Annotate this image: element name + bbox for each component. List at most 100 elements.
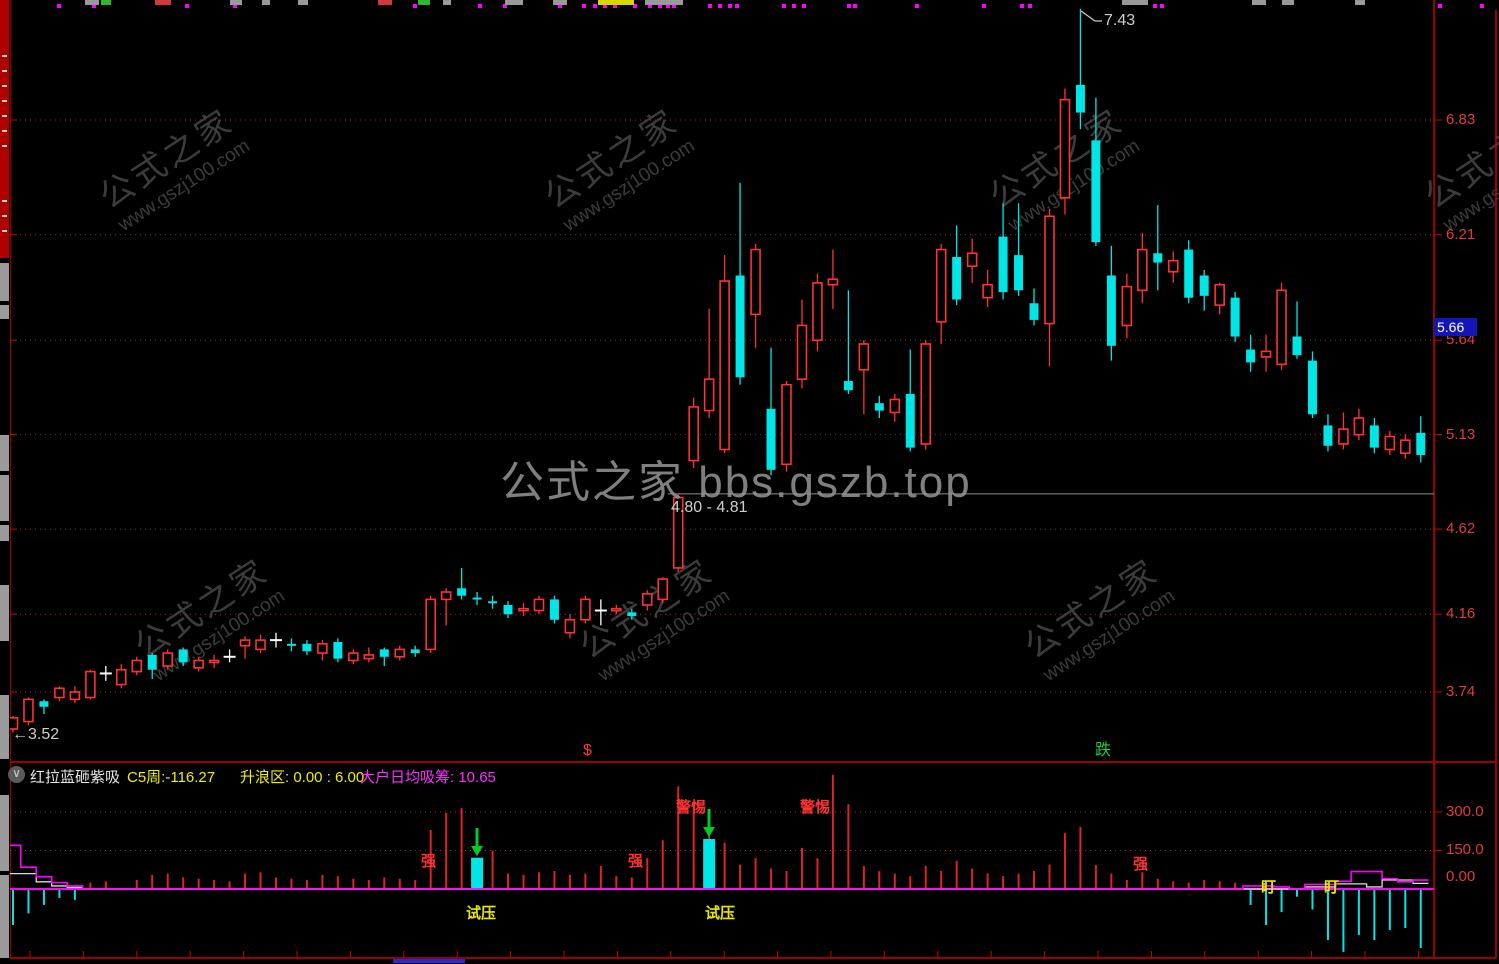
candle-down: [488, 601, 498, 604]
magenta-marker-dot: [1438, 4, 1442, 8]
candle-up: [827, 278, 839, 286]
candle-up: [657, 578, 669, 601]
candle-up: [796, 324, 808, 380]
candle-up: [348, 652, 359, 662]
candle-down: [302, 643, 312, 652]
toolbar-remnant: [0, 0, 1499, 12]
toolbar-text-fragment: [155, 0, 171, 5]
candle-up: [781, 383, 792, 466]
peak-connector-line: [1080, 10, 1096, 22]
candle-up: [1338, 428, 1349, 445]
candle-up: [858, 343, 870, 371]
left-panel-button[interactable]: [0, 435, 9, 471]
toolbar-text-fragment: [1122, 0, 1148, 5]
scrollbar-thumb[interactable]: [393, 959, 465, 963]
indicator-cyan-bar: [703, 838, 716, 889]
candle-down: [178, 649, 188, 663]
candle-up: [363, 654, 375, 660]
left-panel-button[interactable]: [0, 263, 9, 301]
candle-up: [611, 607, 622, 612]
candle-down: [1091, 140, 1101, 243]
candle-up: [208, 659, 220, 664]
indicator-c5-value: C5周:-116.27: [127, 769, 216, 786]
candle-up: [688, 406, 699, 462]
left-panel-button[interactable]: [0, 695, 9, 759]
magenta-marker-dot: [847, 4, 851, 8]
strong-label: 强: [1133, 856, 1149, 873]
alert-label: 警惕: [676, 799, 707, 816]
candle-up: [394, 648, 406, 658]
candle-up: [518, 607, 529, 612]
candle-down: [735, 275, 745, 378]
left-panel-button[interactable]: [0, 875, 9, 958]
magenta-marker-dot: [503, 4, 507, 8]
indicator-absorb-value: 大户日均吸筹: 10.65: [360, 769, 496, 786]
candle-down: [874, 403, 884, 411]
candle-up: [1353, 417, 1365, 436]
indicator-magenta-stepline: [5, 844, 1429, 890]
candle-up: [1044, 215, 1055, 325]
candle-up: [580, 598, 591, 621]
candle-up: [85, 670, 96, 699]
price-axis-label: 6.21: [1446, 225, 1476, 243]
fall-marker: 跌: [1095, 742, 1112, 759]
left-panel-button[interactable]: [0, 475, 9, 521]
candle-up: [719, 280, 730, 451]
magenta-marker-dot: [782, 4, 786, 8]
toolbar-text-fragment: [1282, 0, 1294, 5]
magenta-marker-dot: [1480, 4, 1484, 8]
toolbar-text-fragment: [298, 0, 308, 5]
green-down-arrow-icon: [703, 827, 715, 837]
collapse-chevron-icon[interactable]: ∨: [8, 766, 25, 783]
price-axis-label: 6.83: [1446, 111, 1476, 128]
candle-up: [162, 652, 173, 667]
candle-down: [1106, 275, 1116, 346]
left-panel-glyph: [2, 55, 7, 57]
candle-up: [239, 639, 251, 647]
toolbar-text-fragment: [1252, 0, 1266, 5]
indicator-title-row: 红拉蓝砸紫吸 C5周:-116.27 升浪区: 0.00 : 6.00 大户日均…: [0, 764, 1420, 786]
candle-down: [379, 649, 389, 657]
toolbar-text-fragment: [553, 0, 567, 5]
left-panel-button[interactable]: [0, 585, 9, 641]
candle-down: [1292, 336, 1302, 356]
left-panel-red-segment[interactable]: [0, 0, 9, 258]
candle-up: [935, 248, 947, 323]
low-price-label: ←3.52: [12, 726, 60, 743]
magenta-marker-dot: [582, 4, 586, 8]
candle-up: [703, 378, 715, 412]
test-pressure-label: 试压: [466, 905, 497, 922]
left-panel-button[interactable]: [0, 305, 9, 319]
candle-up: [982, 283, 993, 299]
left-panel-glyph: [2, 215, 7, 217]
indicator-cyan-bar: [471, 857, 484, 889]
candle-up: [1400, 439, 1411, 454]
candle-down: [1153, 253, 1163, 263]
candle-down: [1029, 303, 1039, 320]
candle-down: [1246, 349, 1256, 363]
candle-down: [843, 380, 853, 391]
toolbar-text-fragment: [418, 0, 430, 5]
candle-up: [23, 698, 34, 723]
magenta-marker-dot: [558, 4, 562, 8]
toolbar-text-fragment: [378, 0, 392, 5]
magenta-marker-dot: [666, 4, 670, 8]
magenta-marker-dot: [185, 4, 189, 8]
candle-down: [410, 649, 420, 654]
left-panel-button[interactable]: [0, 525, 9, 541]
magenta-marker-dot: [613, 4, 617, 8]
candle-down: [333, 641, 343, 659]
candle-down: [1184, 249, 1194, 298]
left-panel-button[interactable]: [0, 795, 9, 871]
indicator-axis-label: 150.0: [1446, 841, 1484, 858]
candle-up: [131, 659, 143, 673]
magenta-marker-dot: [92, 4, 96, 8]
candle-down: [905, 393, 915, 448]
candle-down: [147, 654, 157, 670]
candle-up: [1121, 285, 1133, 327]
candle-down: [286, 643, 296, 646]
left-edge-panel[interactable]: [0, 0, 10, 964]
candle-down: [1369, 425, 1379, 448]
